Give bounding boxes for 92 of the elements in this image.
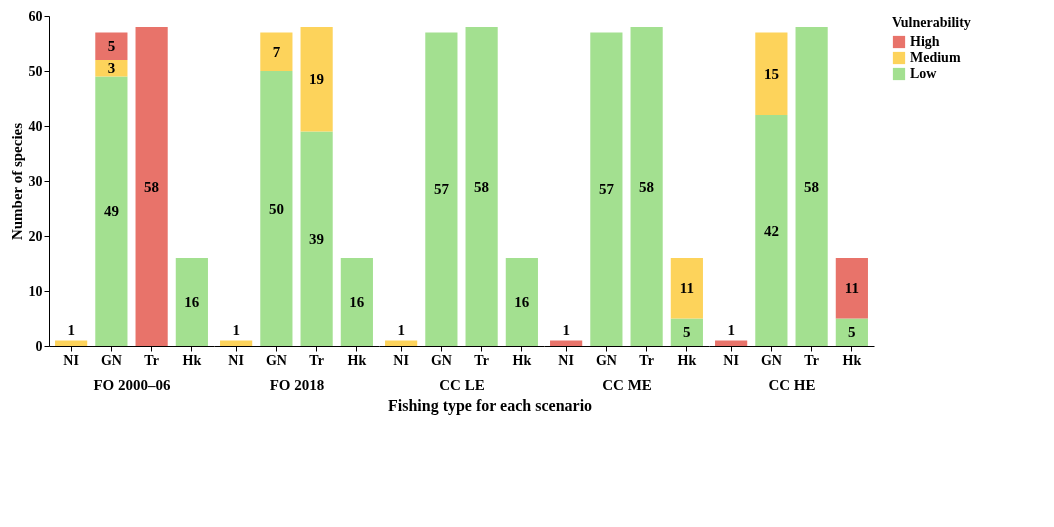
x-tick-label: NI [228,352,244,368]
data-label: 42 [763,222,779,239]
data-label: 5 [683,324,691,341]
x-tick-label: Tr [639,352,654,368]
x-tick-label: NI [723,352,739,368]
bar [260,71,293,346]
x-tick-label: GN [760,352,782,368]
data-label: 49 [103,203,119,220]
text: Fishing type for each scenario [387,397,593,415]
x-axis-title: CC ME [602,376,652,393]
bar [95,76,128,346]
data-label: 1 [562,321,570,338]
bar [425,32,458,346]
bar [670,318,703,346]
data-label: 58 [144,178,160,195]
data-label: 57 [598,181,615,198]
data-label: 50 [268,200,284,217]
bar [755,32,788,115]
x-tick-label: Hk [842,352,862,368]
x-tick-label: Tr [474,352,489,368]
data-label: 1 [232,321,240,338]
legend-label: High [910,34,940,49]
bar [340,258,373,346]
data-label: 16 [514,294,530,310]
y-tick-label: 40 [28,118,43,134]
x-tick-label: NI [393,352,409,368]
x-axis-title: FO 2018 [269,376,325,393]
data-label: 3 [107,60,116,77]
data-label: 39 [309,230,325,247]
data-label: 1 [67,321,75,338]
x-tick-label: GN [595,352,617,368]
y-tick-label: 60 [28,8,43,24]
legend-title: Vulnerability [892,15,971,30]
y-tick-label: 20 [28,228,43,244]
bar [95,60,128,77]
x-tick-label: Hk [677,352,697,368]
bar [550,340,583,346]
data-label: 11 [679,280,694,297]
data-label: 19 [309,71,325,88]
bar [300,131,333,346]
bar [385,340,418,346]
x-tick-label: Hk [182,352,202,368]
data-label: 16 [349,294,365,310]
bar [135,27,168,346]
x-tick-label: Tr [309,352,324,368]
bar [715,340,748,346]
y-tick-label: 10 [28,283,43,299]
legend-label: Low [910,66,938,81]
x-tick-label: Hk [512,352,532,368]
bar [590,32,623,346]
data-label: 11 [844,280,859,297]
data-label: 16 [184,294,200,310]
data-label: 15 [763,65,779,82]
bar [670,258,703,319]
bar [465,27,498,346]
bar [95,32,128,60]
data-label: 1 [397,321,405,338]
data-label: 7 [272,43,281,60]
bar [755,115,788,346]
bar [835,318,868,346]
bar [175,258,208,346]
data-label: 58 [804,178,820,195]
bar [260,32,293,71]
x-axis-title: CC HE [768,376,816,393]
y-tick-label: 50 [28,63,43,79]
x-tick-label: Tr [804,352,819,368]
legend-label: Medium [910,50,961,65]
data-label: 1 [727,321,735,338]
x-tick-label: GN [100,352,122,368]
bar [835,258,868,319]
bar [300,27,333,132]
bar [220,340,253,346]
x-tick-label: Hk [347,352,367,368]
bar [505,258,538,346]
bar [795,27,828,346]
x-tick-label: NI [558,352,574,368]
data-label: 5 [107,38,116,55]
x-tick-label: GN [265,352,287,368]
x-axis-title: CC LE [439,376,485,393]
y-axis-title: Number of species [8,122,25,241]
x-tick-label: GN [430,352,452,368]
data-label: 58 [474,178,490,195]
y-tick-label: 0 [35,338,43,354]
data-label: 5 [848,324,856,341]
y-tick-label: 30 [28,173,43,189]
x-tick-label: NI [63,352,79,368]
bar [55,340,88,346]
bar [630,27,663,346]
data-label: 58 [639,178,655,195]
x-tick-label: Tr [144,352,159,368]
data-label: 57 [433,181,450,198]
x-axis-title: FO 2000–06 [93,376,172,393]
